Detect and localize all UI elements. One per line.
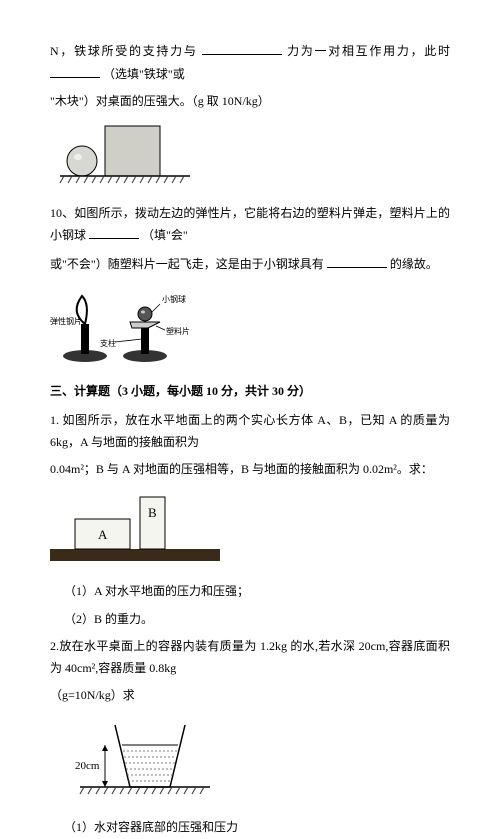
q9-line1: N，铁球所受的支持力与 力为一对相互作用力，此时 （选填"铁球"或 bbox=[50, 40, 450, 85]
p2-line2: （g=10N/kg）求 bbox=[50, 685, 450, 707]
p2-sub1: （1）水对容器底部的压强和压力 bbox=[64, 817, 450, 839]
q10-line2: 或"不会"）随塑料片一起飞走，这是由于小钢球具有 的缘故。 bbox=[50, 253, 450, 276]
q10-blank-2[interactable] bbox=[327, 253, 387, 268]
label-elastic: 弹性钢片 bbox=[50, 316, 82, 326]
label-ball: 小钢球 bbox=[162, 294, 186, 304]
p1-label-a: A bbox=[98, 527, 108, 542]
p1-line2: 0.04m²；B 与 A 对地面的压强相等，B 与地面的接触面积为 0.02m²… bbox=[50, 459, 450, 481]
q9-line2: "木块"）对桌面的压强大。（g 取 10N/kg） bbox=[50, 91, 450, 113]
q9-blank-2[interactable] bbox=[50, 63, 100, 78]
q9-blank-1[interactable] bbox=[202, 40, 282, 55]
q10-text-2b: 的缘故。 bbox=[390, 257, 438, 271]
q9-text-b: 力为一对相互作用力，此时 bbox=[287, 44, 450, 58]
p1-label-b: B bbox=[148, 505, 157, 520]
section3-title: 三、计算题（3 小题，每小题 10 分，共计 30 分） bbox=[50, 381, 450, 403]
p1-sub1: （1）A 对水平地面的压力和压强； bbox=[64, 581, 450, 603]
q10-line1: 10、如图所示，拨动左边的弹性片，它能将右边的塑料片弹走，塑料片上的小钢球 （填… bbox=[50, 203, 450, 247]
q10-figure: 小钢球 塑料片 弹性钢片 支柱 bbox=[50, 284, 450, 369]
p2-line1: 2.放在水平桌面上的容器内装有质量为 1.2kg 的水,若水深 20cm,容器底… bbox=[50, 636, 450, 679]
q9-figure bbox=[50, 121, 450, 191]
label-pillar: 支柱 bbox=[100, 338, 116, 348]
q10-text-2a: 或"不会"）随塑料片一起飞走，这是由于小钢球具有 bbox=[50, 257, 324, 271]
q10-text-b: （填"会" bbox=[142, 228, 188, 242]
q10-blank-1[interactable] bbox=[89, 224, 139, 239]
p1-figure: A B bbox=[50, 489, 450, 569]
p1-line1: 1. 如图所示，放在水平地面上的两个实心长方体 A、B，已知 A 的质量为 6k… bbox=[50, 410, 450, 453]
label-plastic: 塑料片 bbox=[166, 326, 190, 336]
p2-depth-label: 20cm bbox=[75, 760, 100, 772]
p1-sub2: （2）B 的重力。 bbox=[64, 609, 450, 631]
p2-figure: 20cm bbox=[50, 715, 450, 805]
q9-text-a: N，铁球所受的支持力与 bbox=[50, 44, 198, 58]
q9-text-c: （选填"铁球"或 bbox=[103, 67, 185, 81]
